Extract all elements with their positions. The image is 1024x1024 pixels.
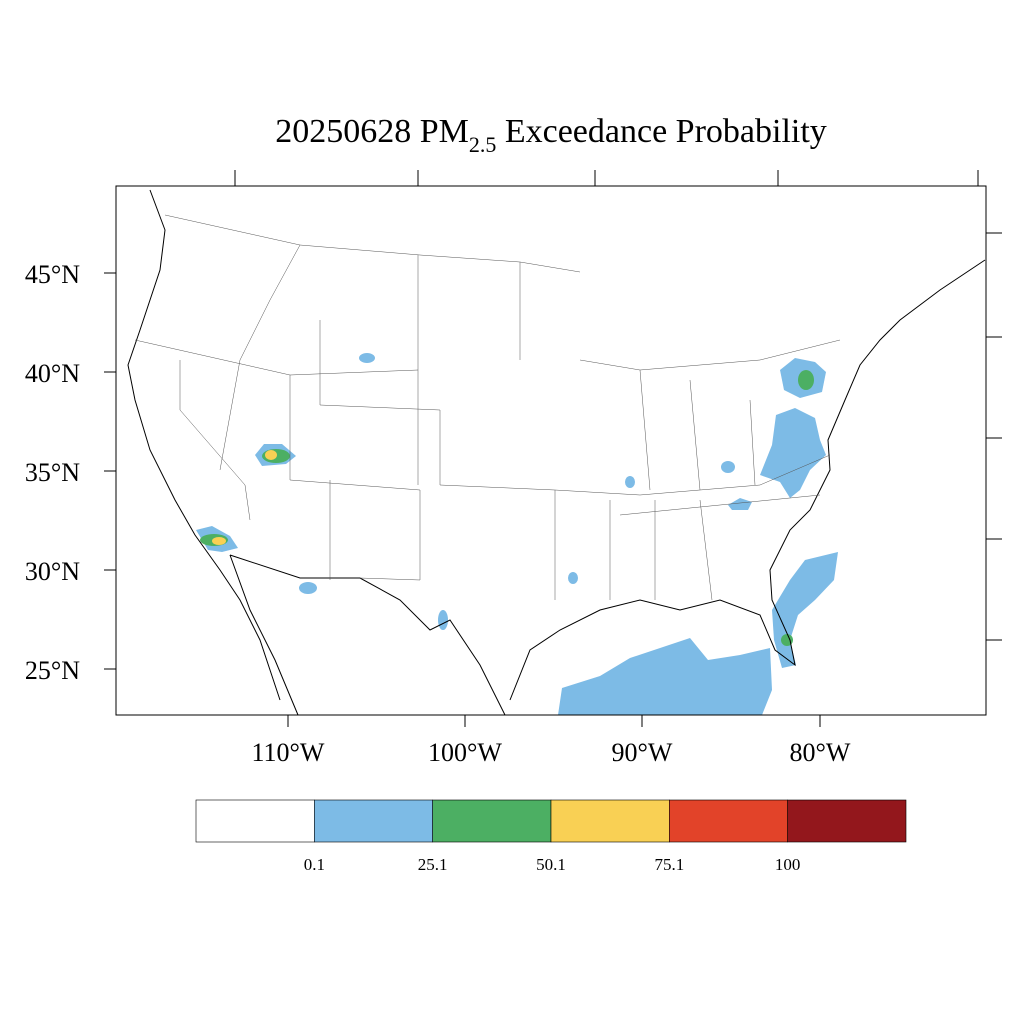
area <box>625 476 635 488</box>
title-text: Exceedance Probability <box>496 113 826 150</box>
area <box>558 638 772 715</box>
area <box>265 450 277 460</box>
area <box>760 408 826 498</box>
area <box>721 461 735 473</box>
lon-label: 80°W <box>790 738 851 767</box>
colorbar-label: 100 <box>775 855 801 874</box>
area <box>359 353 375 363</box>
coastline <box>127 189 986 716</box>
area <box>299 582 317 594</box>
colorbar-box <box>432 799 552 843</box>
lon-label: 90°W <box>612 738 673 767</box>
area <box>772 552 838 668</box>
title-subscript: 2.5 <box>469 132 497 157</box>
colorbar-label: 0.1 <box>304 855 325 874</box>
lat-label: 35°N <box>25 458 80 487</box>
colorbar-box <box>314 799 433 843</box>
area <box>781 634 793 646</box>
lat-label: 45°N <box>25 260 80 289</box>
title: 20250628 PM2.5 Exceedance Probability <box>275 113 827 157</box>
colorbar-box <box>787 799 907 843</box>
border <box>134 214 841 601</box>
probability-areas <box>196 353 838 715</box>
map-border <box>115 185 987 716</box>
frame <box>115 185 987 716</box>
colorbar-label: 25.1 <box>418 855 448 874</box>
colorbar-box <box>669 799 788 843</box>
colorbar-box <box>195 799 315 843</box>
area <box>212 537 226 545</box>
colorbar: 0.1 25.1 50.1 75.1 100 <box>195 799 907 874</box>
area <box>728 498 752 510</box>
colorbar-label: 75.1 <box>654 855 684 874</box>
title-text: 20250628 PM <box>275 113 469 150</box>
area <box>798 370 814 390</box>
lat-label: 25°N <box>25 656 80 685</box>
area <box>568 572 578 584</box>
lon-label: 100°W <box>428 738 502 767</box>
colorbar-box <box>550 799 670 843</box>
lon-label: 110°W <box>252 738 325 767</box>
lat-label: 30°N <box>25 557 80 586</box>
lat-label: 40°N <box>25 359 80 388</box>
colorbar-label: 50.1 <box>536 855 566 874</box>
area <box>438 610 448 630</box>
boundaries <box>127 189 986 716</box>
